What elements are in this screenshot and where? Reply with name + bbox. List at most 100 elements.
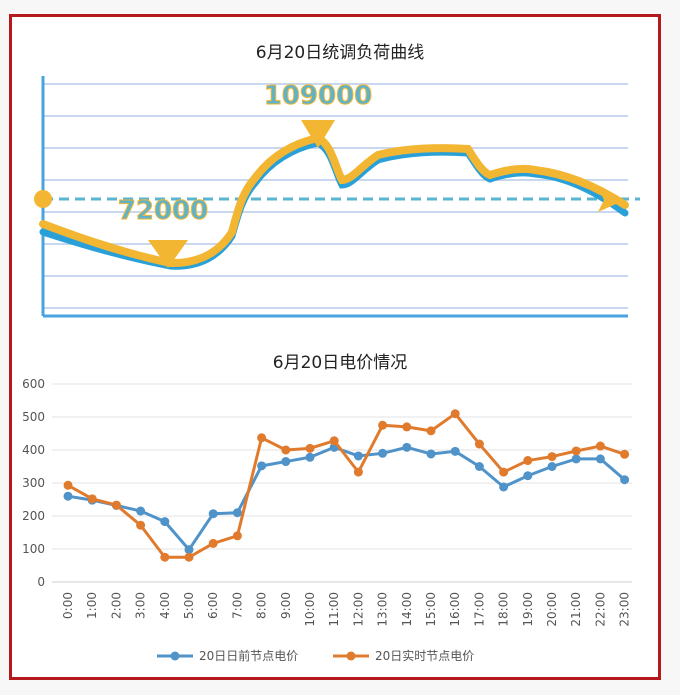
price-y-ticks: 0 100 200 300 400 500 600	[22, 377, 45, 589]
price-x-tick-label: 6:00	[206, 592, 220, 619]
price-series-1-point	[63, 480, 73, 490]
price-x-tick-label: 17:00	[472, 592, 486, 627]
peak-label: 109000	[264, 81, 373, 111]
price-x-tick-label: 0:00	[61, 592, 75, 619]
price-x-tick-label: 10:00	[303, 592, 317, 627]
price-series-0-point	[499, 482, 509, 492]
price-series-0-point	[160, 517, 170, 527]
price-x-tick-label: 9:00	[279, 592, 293, 619]
valley-label: 72000	[118, 196, 208, 226]
price-series-0-point	[402, 442, 412, 452]
peak-marker	[301, 120, 335, 148]
price-x-tick-label: 23:00	[618, 592, 632, 627]
price-x-tick-label: 19:00	[521, 592, 535, 627]
load-chart-title: 6月20日统调负荷曲线	[256, 43, 424, 63]
price-series-1-point	[474, 439, 484, 449]
price-x-tick-label: 11:00	[327, 592, 341, 627]
price-y-tick-label: 400	[22, 443, 45, 457]
price-x-tick-label: 15:00	[424, 592, 438, 627]
price-series-1-point	[111, 500, 121, 510]
price-series-1-point	[571, 446, 581, 456]
price-y-tick-label: 600	[22, 377, 45, 391]
price-series-0-point	[353, 451, 363, 461]
legend-real-time-label: 20日实时节点电价	[375, 648, 474, 663]
price-x-tick-label: 4:00	[158, 592, 172, 619]
price-series-0-point	[378, 448, 388, 458]
price-series-1-point	[547, 452, 557, 462]
price-x-tick-label: 21:00	[569, 592, 583, 627]
price-series-1-point	[523, 456, 533, 466]
price-series-1-point	[329, 436, 339, 446]
price-series-0-point	[281, 457, 291, 467]
reference-marker-left	[34, 190, 52, 208]
price-series-0-point	[305, 452, 315, 462]
price-x-tick-label: 18:00	[497, 592, 511, 627]
price-series-1-point	[305, 443, 315, 453]
price-series-1-point	[87, 494, 97, 504]
price-x-ticks: 0:00 1:00 2:00 3:00 4:00 5:00 6:00 7:00 8:00 9:00…	[61, 592, 632, 627]
price-series-0-point	[620, 475, 630, 485]
price-series-1-point	[450, 409, 460, 419]
price-series-1-point	[499, 467, 509, 477]
load-chart: 6月20日统调负荷曲线 109000 72000	[34, 43, 640, 318]
load-grid	[43, 83, 628, 309]
legend-day-ahead-marker	[170, 651, 180, 661]
price-x-tick-label: 3:00	[134, 592, 148, 619]
price-x-tick-label: 14:00	[400, 592, 414, 627]
price-series-0-point	[426, 449, 436, 459]
price-series-1-point	[160, 552, 170, 562]
price-series-1-point	[378, 420, 388, 430]
chart-frame	[9, 14, 661, 680]
price-series	[63, 409, 630, 562]
load-curve-orange	[39, 133, 629, 268]
price-series-0-point	[63, 491, 73, 501]
price-series-1-point	[232, 531, 242, 541]
price-x-tick-label: 13:00	[376, 592, 390, 627]
price-series-1-point	[402, 422, 412, 432]
price-series-1-point	[426, 426, 436, 436]
price-series-0-point	[184, 545, 194, 555]
price-y-tick-label: 200	[22, 509, 45, 523]
price-x-tick-label: 20:00	[545, 592, 559, 627]
price-series-1-point	[208, 538, 218, 548]
price-y-tick-label: 300	[22, 476, 45, 490]
price-series-1-point	[353, 467, 363, 477]
price-series-0-point	[474, 462, 484, 471]
price-x-tick-label: 22:00	[593, 592, 607, 627]
price-x-tick-label: 16:00	[448, 592, 462, 627]
price-chart: 6月20日电价情况 0 100 200 300 400 500 600 0:00 1:00 2:…	[22, 353, 632, 663]
price-series-line-0	[67, 445, 626, 552]
legend-real-time-marker	[346, 651, 356, 661]
price-series-1-point	[595, 441, 605, 451]
price-legend: 20日日前节点电价 20日实时节点电价	[157, 648, 474, 663]
price-series-0-point	[232, 508, 242, 518]
price-series-1-point	[184, 552, 194, 562]
legend-day-ahead-label: 20日日前节点电价	[199, 648, 298, 663]
curve-end-arrow	[598, 187, 625, 212]
price-series-0-point	[208, 509, 218, 519]
price-series-0-point	[257, 461, 267, 471]
price-series-0-point	[523, 471, 533, 481]
price-grid	[52, 383, 632, 583]
price-series-1-point	[136, 520, 146, 530]
price-series-line-1	[67, 412, 626, 559]
price-series-1-point	[620, 449, 630, 459]
price-chart-title: 6月20日电价情况	[273, 353, 407, 373]
valley-marker	[148, 240, 188, 268]
price-series-1-point	[281, 445, 291, 455]
price-series-0-point	[136, 506, 146, 516]
price-y-tick-label: 500	[22, 410, 45, 424]
price-x-tick-label: 12:00	[351, 592, 365, 627]
price-series-0-point	[595, 454, 605, 464]
price-y-tick-label: 0	[37, 575, 45, 589]
price-x-tick-label: 8:00	[255, 592, 269, 619]
price-series-0-point	[450, 446, 460, 456]
price-y-tick-label: 100	[22, 542, 45, 556]
price-series-1-point	[257, 433, 267, 443]
price-x-tick-label: 1:00	[85, 592, 99, 619]
price-x-tick-label: 2:00	[109, 592, 123, 619]
price-series-0-point	[571, 454, 581, 464]
price-x-tick-label: 5:00	[182, 592, 196, 619]
price-series-0-point	[547, 462, 557, 471]
